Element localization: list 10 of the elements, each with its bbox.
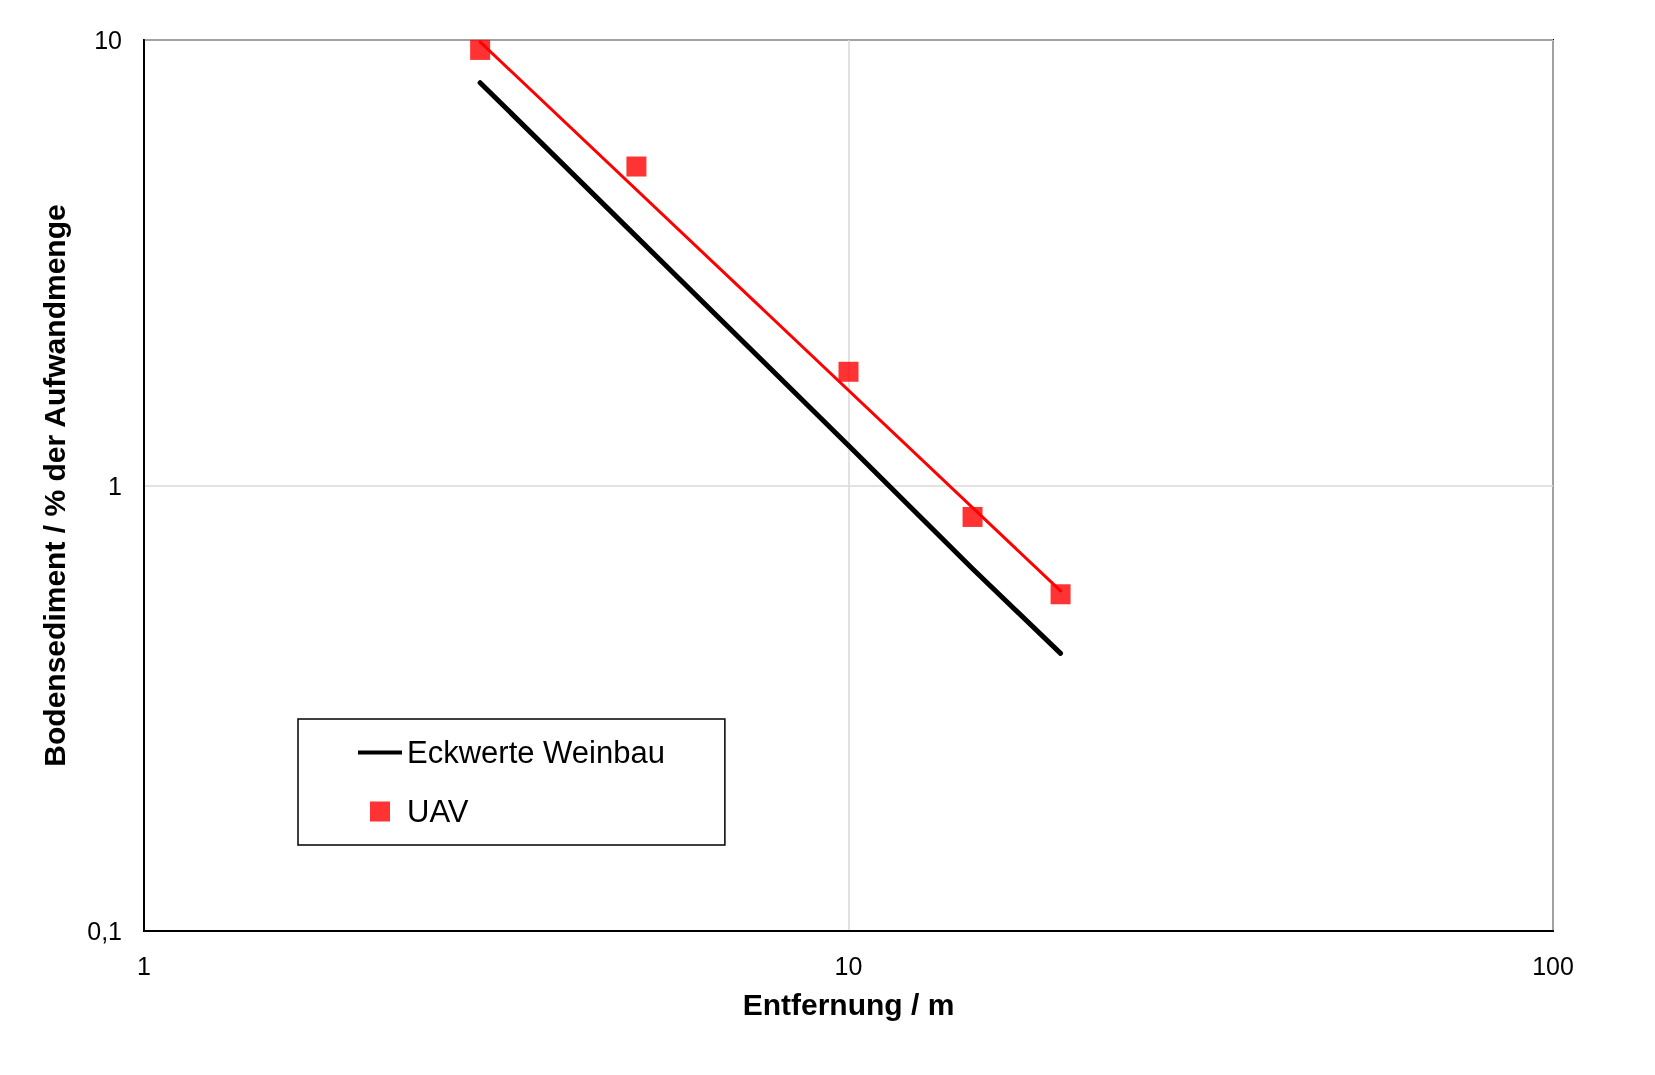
y-axis-title: Bodensediment / % der Aufwandmenge [37,204,71,767]
legend-label: Eckwerte Weinbau [407,735,665,770]
y-tick-label: 1 [108,471,122,500]
legend-label: UAV [407,794,469,829]
x-tick-label: 10 [834,951,863,980]
y-tick-label: 10 [94,26,122,54]
y-tick-label: 0,1 [87,917,122,945]
x-tick-label: 1 [137,951,151,980]
x-axis-title: Entfernung / m [742,987,955,1021]
x-tick-label: 100 [1532,951,1574,980]
